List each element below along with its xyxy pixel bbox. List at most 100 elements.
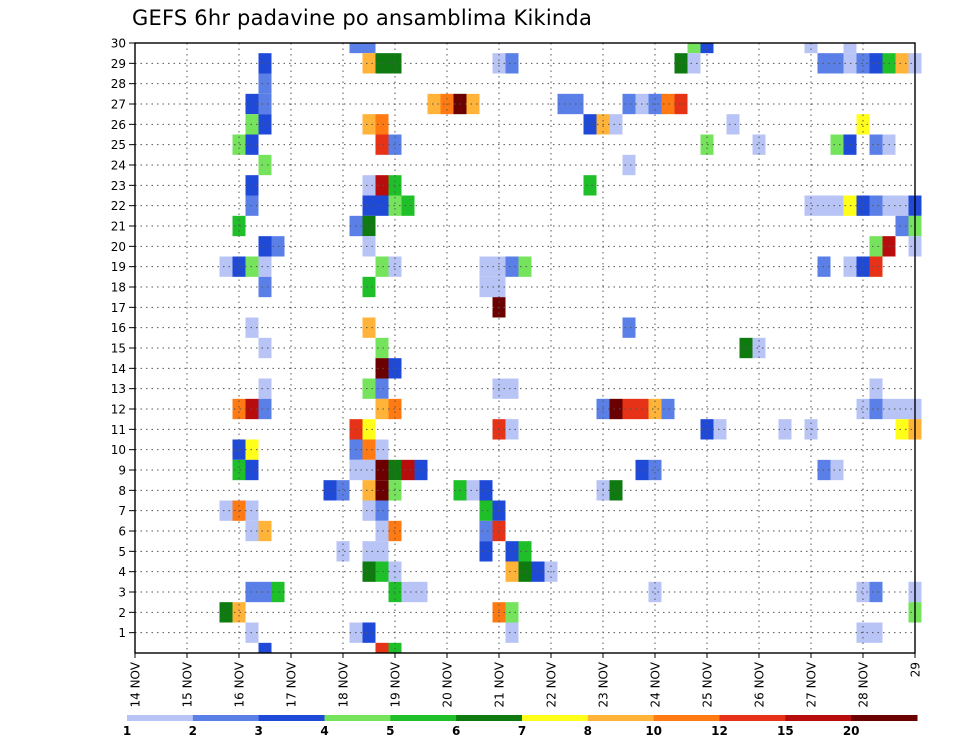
colorbar-swatch xyxy=(324,715,391,721)
heat-cell xyxy=(362,378,376,399)
heat-cell xyxy=(583,114,597,135)
y-tick-label: 7 xyxy=(118,504,126,518)
heat-cell xyxy=(518,541,532,562)
heat-cell xyxy=(362,114,376,135)
y-tick-label: 30 xyxy=(111,37,126,51)
y-tick-label: 3 xyxy=(118,586,126,600)
heat-cell xyxy=(518,256,532,277)
heat-cell xyxy=(856,114,870,135)
heat-cell xyxy=(375,480,389,501)
heat-cell xyxy=(505,53,519,74)
heat-cell xyxy=(362,317,376,338)
heat-cell xyxy=(856,256,870,277)
x-tick-label: 21 NOV xyxy=(493,661,507,707)
y-tick-label: 25 xyxy=(111,138,126,152)
heat-cell xyxy=(466,480,480,501)
heat-cell xyxy=(362,419,376,440)
chart-title: GEFS 6hr padavine po ansamblima Kikinda xyxy=(132,6,593,30)
heat-cell xyxy=(609,480,623,501)
x-tick-label: 27 NOV xyxy=(805,661,819,707)
heat-cell xyxy=(362,439,376,460)
heat-cell xyxy=(609,114,623,135)
colorbar-label: 5 xyxy=(386,724,394,738)
heat-cell xyxy=(648,459,662,481)
heat-cell xyxy=(375,195,389,216)
heat-cell xyxy=(609,398,623,420)
colorbar-label: 6 xyxy=(452,724,460,738)
y-tick-label: 26 xyxy=(111,118,126,132)
heat-cell xyxy=(232,134,246,155)
heat-cell xyxy=(869,236,883,257)
heat-cell xyxy=(570,93,584,115)
colorbar-swatch xyxy=(390,715,457,721)
heat-cell xyxy=(479,480,493,501)
heat-cell xyxy=(258,73,272,94)
heat-cell xyxy=(232,398,246,420)
heat-cell xyxy=(622,317,636,338)
heat-cell xyxy=(258,378,272,399)
colorbar-label: 10 xyxy=(645,724,662,738)
heat-cell xyxy=(362,500,376,521)
colorbar-swatch xyxy=(719,715,786,721)
heat-cell xyxy=(622,154,636,176)
x-tick-label: 18 NOV xyxy=(337,661,351,707)
x-tick-label: 14 NOV xyxy=(129,661,143,707)
colorbar-label: 8 xyxy=(584,724,592,738)
heat-cell xyxy=(375,459,389,481)
y-tick-label: 5 xyxy=(118,545,126,559)
y-tick-label: 22 xyxy=(111,199,126,213)
heat-cell xyxy=(258,337,272,359)
heat-cell xyxy=(583,175,597,196)
heat-cell xyxy=(622,398,636,420)
y-tick-label: 15 xyxy=(111,342,126,356)
heat-cell xyxy=(362,561,376,582)
x-tick-label: 24 NOV xyxy=(649,661,663,707)
heat-cell xyxy=(869,581,883,603)
heat-cell xyxy=(362,215,376,237)
heat-cell xyxy=(258,154,272,176)
heat-cell xyxy=(622,93,636,115)
y-tick-label: 4 xyxy=(118,565,126,579)
heat-cell xyxy=(856,53,870,74)
y-tick-label: 18 xyxy=(111,281,126,295)
heat-cell xyxy=(856,581,870,603)
heat-cell xyxy=(687,53,701,74)
x-axis: 14 NOV 15 NOV 16 NOV 17 NOV 18 NOV 19 NOV 20 N… xyxy=(129,653,923,708)
heat-cell xyxy=(869,256,883,277)
x-tick-label: 15 NOV xyxy=(181,661,195,707)
heat-cell xyxy=(479,541,493,562)
y-axis: 1234567891011121314151617181920212223242… xyxy=(111,37,135,640)
heat-cell xyxy=(336,541,350,562)
heat-cell xyxy=(869,622,883,643)
heat-cell xyxy=(232,459,246,481)
heat-cell xyxy=(479,520,493,542)
heat-cell xyxy=(856,398,870,420)
y-tick-label: 16 xyxy=(111,321,126,335)
heat-cell xyxy=(258,276,272,298)
heat-cell xyxy=(362,276,376,298)
heat-cell xyxy=(505,622,519,643)
heat-cell xyxy=(700,43,714,54)
heat-cell xyxy=(648,581,662,603)
heat-cell xyxy=(362,480,376,501)
colorbar-label: 2 xyxy=(189,724,197,738)
y-tick-label: 13 xyxy=(111,382,126,396)
heat-cell xyxy=(401,195,415,216)
y-tick-label: 14 xyxy=(111,362,126,376)
heat-cell xyxy=(869,195,883,216)
heat-cell xyxy=(648,398,662,420)
colorbar-label: 7 xyxy=(518,724,526,738)
heat-cell xyxy=(830,134,844,155)
heat-cell xyxy=(258,642,272,653)
heat-cell xyxy=(661,93,675,115)
colorbar-label: 3 xyxy=(254,724,262,738)
heat-cell xyxy=(375,500,389,521)
colorbar-swatch xyxy=(192,715,260,721)
heat-cell xyxy=(375,53,389,74)
heat-cell xyxy=(505,602,519,623)
colorbar-label: 12 xyxy=(711,724,728,738)
heat-cell xyxy=(856,195,870,216)
heat-cell xyxy=(258,236,272,257)
colorbar-swatch xyxy=(522,715,589,721)
